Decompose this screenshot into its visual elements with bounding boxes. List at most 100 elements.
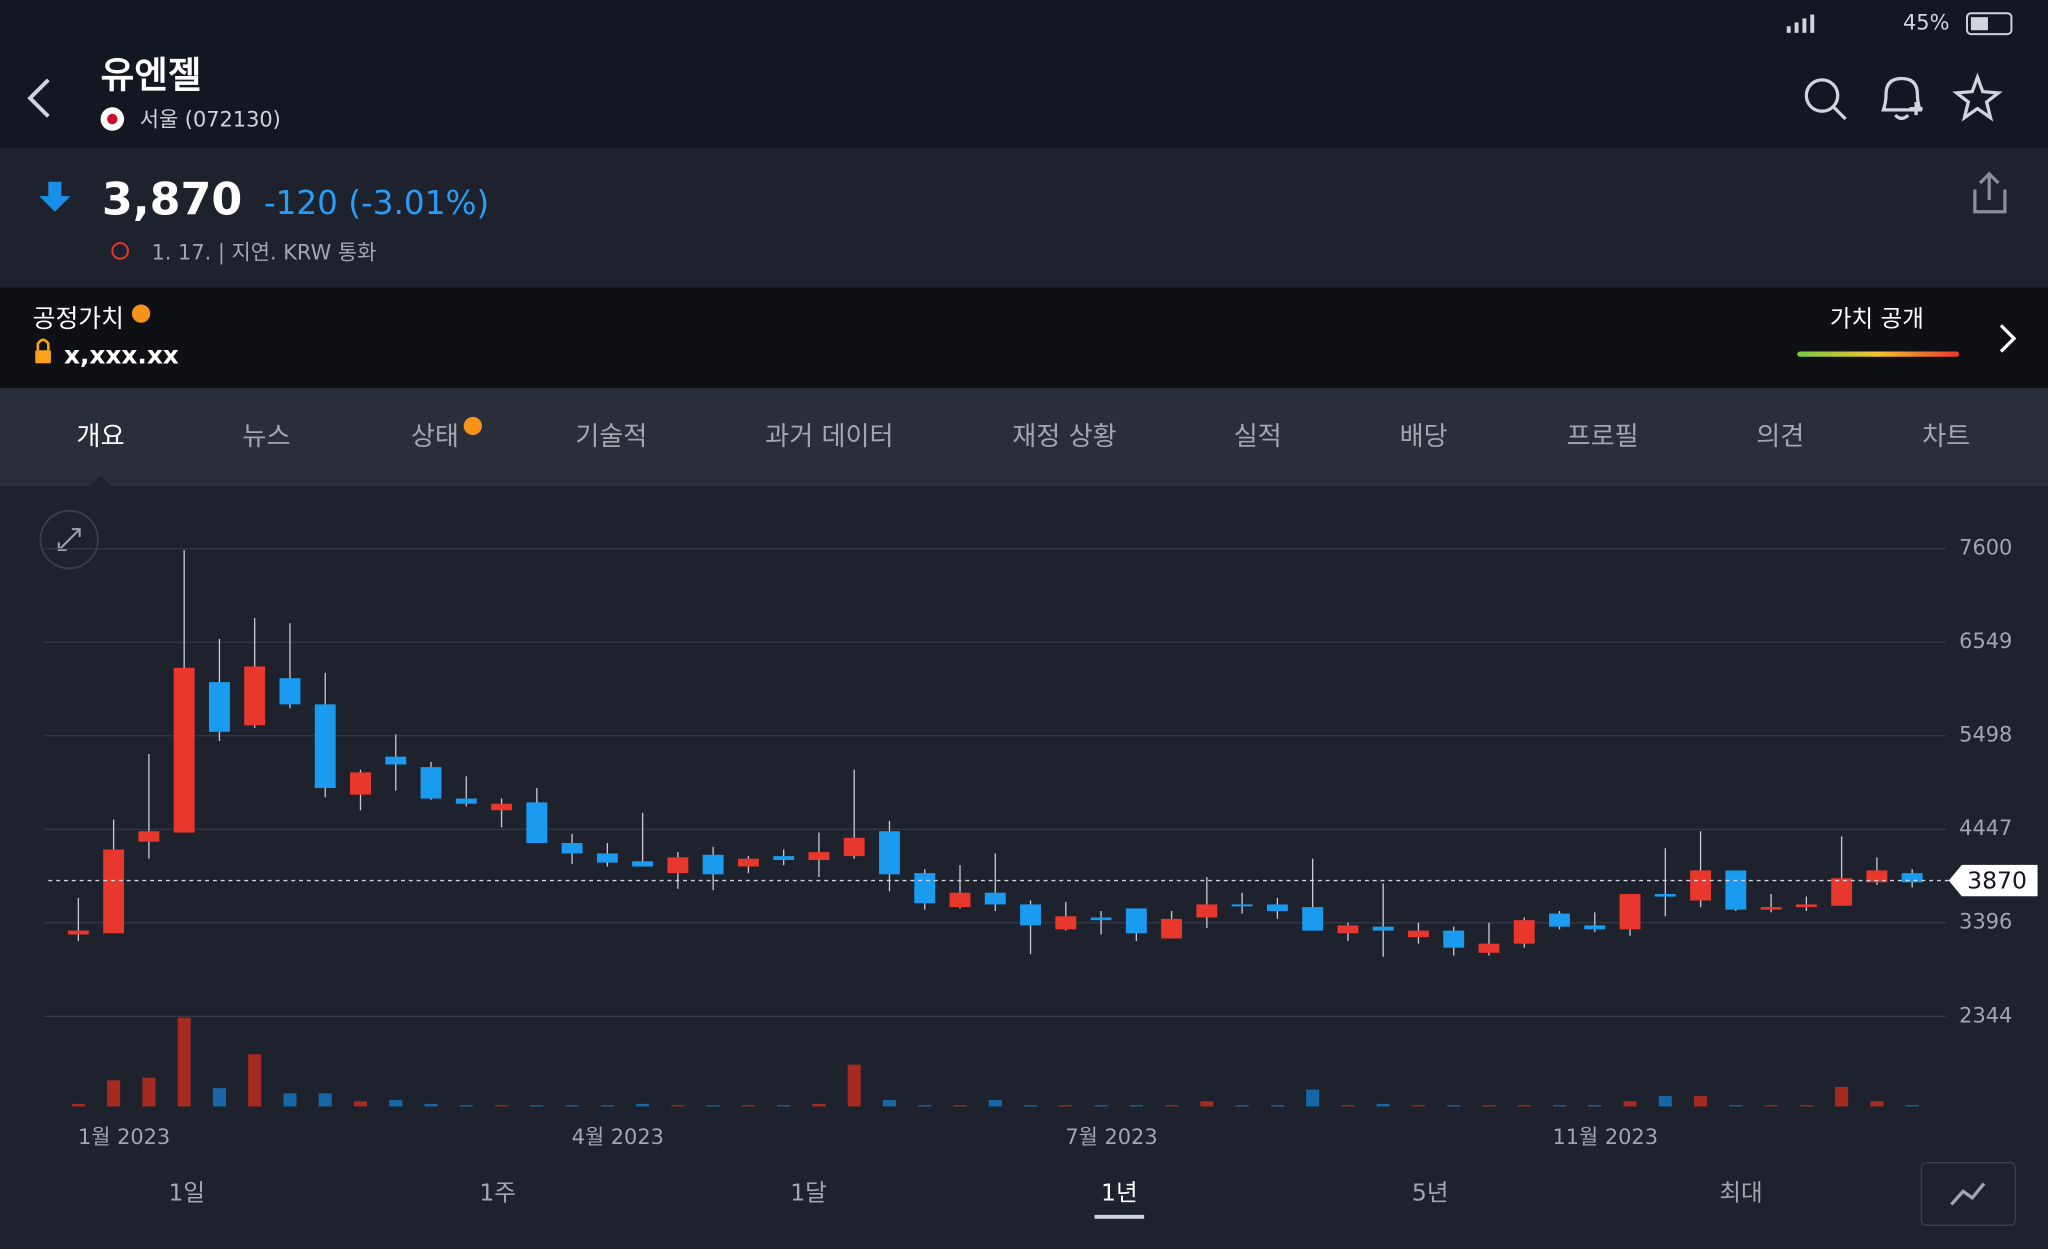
volume-bar [565,1105,579,1107]
unlock-button[interactable]: 가치 공개 [1830,305,1924,333]
chart-type-icon [1950,1182,1986,1206]
volume-bar [530,1105,544,1107]
y-tick-label: 6549 [1959,629,2012,653]
volume-bar [1094,1105,1108,1107]
candle-body [1302,907,1324,931]
volume-bar [671,1105,685,1107]
candle-body [1690,870,1712,901]
volume-bar [1764,1105,1778,1107]
candle-body [1866,870,1888,883]
range-button[interactable]: 최대 [1719,1178,1762,1206]
candle-body [632,861,654,867]
candle-body [1584,925,1606,930]
tabs: 개요 뉴스 상태 기술적 과거 데이터 재정 상황 실적 배당 프로필 의견 차트 [77,416,1970,487]
volume-bar [988,1099,1002,1107]
range-button[interactable]: 1달 [790,1178,827,1206]
volume-bar [142,1077,156,1107]
tab[interactable]: 차트 [1922,422,1970,452]
pro-badge [131,304,151,323]
tab[interactable]: 프로필 [1567,422,1639,452]
range-button[interactable]: 5년 [1412,1178,1449,1206]
quote-bg [0,147,2048,288]
candle-body [314,704,336,789]
watchlist-button[interactable] [1952,72,2003,122]
tab[interactable]: 개요 [77,422,125,452]
volume-bar [1024,1105,1038,1107]
range-button[interactable]: 1주 [479,1178,516,1206]
volume-bar [1835,1086,1849,1107]
volume-bar [1447,1105,1461,1107]
fair-value-chevron[interactable] [1999,324,2017,353]
volume-bar [1376,1103,1390,1107]
candle-body [1901,873,1923,883]
lock-shackle [36,338,50,351]
volume-bar [1059,1105,1073,1107]
expand-button[interactable] [39,509,99,570]
candle-body [103,849,125,934]
tab[interactable]: 배당 [1400,422,1448,452]
price: 3,870 [102,175,242,226]
range-button[interactable]: 1년 [1101,1178,1138,1206]
candle-body [1372,926,1394,931]
share-button[interactable] [1973,171,2007,214]
back-button[interactable] [27,78,50,118]
volume-bar [459,1105,473,1107]
lock-icon [35,350,51,364]
volume-bar [389,1099,403,1107]
search-button[interactable] [1804,78,1847,121]
volume-bar [177,1017,191,1107]
tab[interactable]: 상태 [411,422,459,452]
volume-bar [1870,1101,1884,1107]
candle-body [1266,904,1288,912]
volume-bar [1517,1105,1531,1107]
candle-body [455,798,477,804]
volume-bar [918,1105,932,1107]
x-tick-label: 11월 2023 [1552,1125,1658,1149]
volume-bar [107,1080,121,1107]
candle-body [526,802,548,844]
volume-bar [353,1101,368,1107]
fair-value-bg [0,287,2048,389]
candle-body [949,892,971,908]
volume-bar [1482,1105,1496,1107]
volume-bar [1905,1105,1919,1107]
last-price-box [1948,864,2038,897]
volume-bar [953,1105,967,1107]
alert-button[interactable] [1881,76,1923,120]
x-tick-label: 4월 2023 [572,1125,664,1149]
tab-indicator [90,475,112,487]
range-button[interactable]: 1일 [168,1178,205,1206]
candle-body [1443,930,1465,948]
status-icons [1786,12,2013,36]
tab[interactable]: 재정 상황 [1012,422,1116,452]
candle-body [350,772,371,795]
candle-body [1408,930,1429,938]
candle-body [808,852,830,861]
tab[interactable]: 뉴스 [242,422,290,452]
candle-body [1619,894,1641,930]
tab[interactable]: 과거 데이터 [765,422,893,452]
tab[interactable]: 의견 [1756,422,1804,452]
volume-bar [1306,1089,1320,1107]
clock-icon [111,242,129,260]
volume-bar [1552,1105,1567,1107]
volume-bar [706,1105,720,1107]
tab[interactable]: 실적 [1234,422,1282,452]
candle-body [1760,907,1782,910]
candle-body [914,873,936,904]
candle-body [843,837,865,857]
volume-bar [318,1093,332,1107]
volume-bar [212,1088,226,1107]
chart-type-button[interactable] [1920,1161,2016,1226]
candle-body [67,930,89,935]
volume-bar [1165,1105,1179,1107]
candle-body [208,682,230,732]
candle-body [702,854,724,875]
candle-body [1055,916,1077,930]
y-tick-label: 7600 [1959,536,2012,560]
volume-bar [1411,1105,1425,1107]
tab[interactable]: 기술적 [575,422,647,452]
last-price-label: 3870 [1967,866,2027,894]
volume-bar [495,1105,509,1107]
range-underline [1094,1214,1145,1219]
